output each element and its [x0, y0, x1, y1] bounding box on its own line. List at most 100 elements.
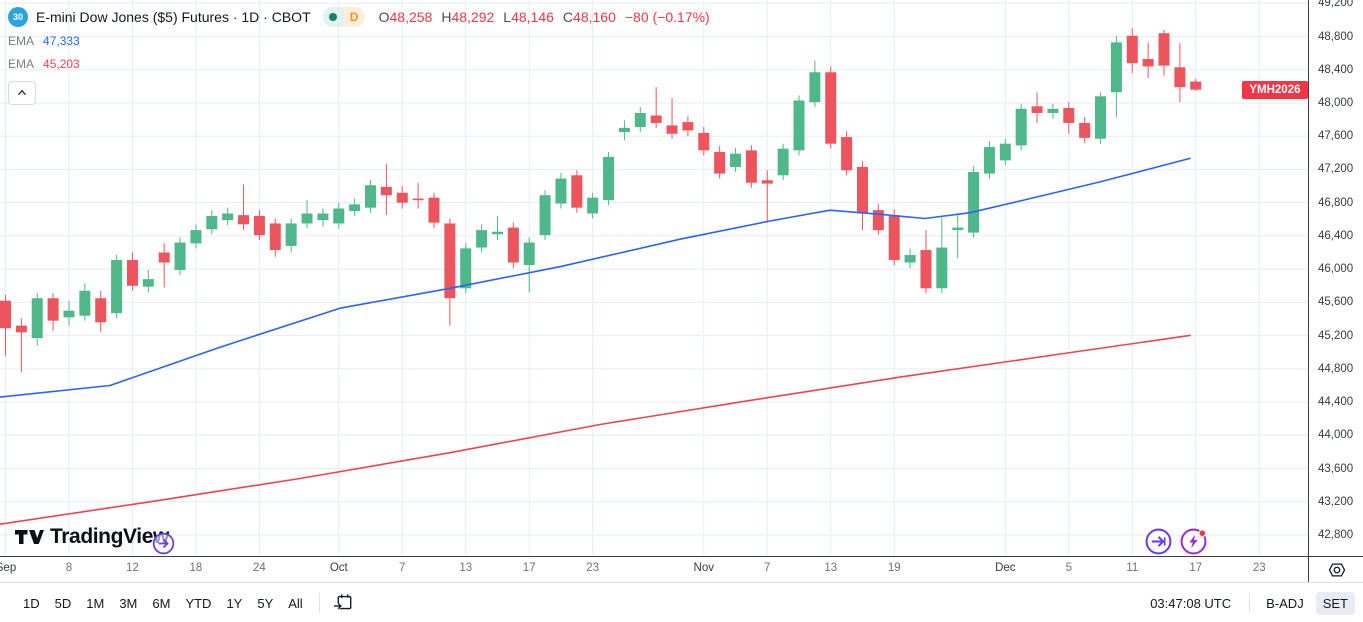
price-tick-label: 45,200 [1318, 329, 1354, 342]
time-tick-label: 17 [522, 562, 536, 574]
tradingview-attribution[interactable]: TradingView [14, 522, 169, 552]
candle-up [301, 213, 313, 224]
candle-down [650, 115, 662, 123]
candle-up [142, 279, 154, 287]
time-tick-label: Nov [693, 562, 714, 574]
candle-up [968, 171, 980, 233]
daily-interval-badge: D [343, 7, 365, 27]
candle-up [603, 156, 615, 201]
time-axis[interactable]: Sep 8 12 18 24 Oct 7 13 17 23 Nov 7 13 19 Dec 5 11 17 23 [0, 556, 1363, 583]
ohlc-readout: O48,258 H48,292 L48,146 C48,160 −80 (−0.… [379, 9, 710, 25]
candle-up [809, 72, 821, 103]
low-label: L [503, 9, 512, 25]
chart-canvas[interactable] [0, 0, 1308, 556]
price-scale-settings-button[interactable] [1308, 557, 1363, 582]
time-tick-label: Oct [329, 562, 348, 574]
candle-up [618, 127, 630, 133]
candle-up [587, 197, 599, 214]
symbol-title[interactable]: E-mini Dow Jones ($5) Futures · 1D · CBO… [36, 9, 311, 25]
collapse-legend-button[interactable] [8, 81, 36, 105]
tradingview-brand-text: TradingView [50, 525, 169, 548]
candle-down [872, 210, 884, 231]
time-tick-label: 19 [887, 562, 901, 574]
range-button-5y[interactable]: 5Y [257, 595, 274, 611]
time-tick-label: Dec [995, 562, 1016, 574]
candle-down [1031, 106, 1043, 113]
range-button-6m[interactable]: 6M [152, 595, 171, 611]
range-button-1y[interactable]: 1Y [226, 595, 243, 611]
candle-down [698, 132, 710, 151]
candle-up [317, 213, 329, 221]
candle-down [95, 298, 107, 323]
candle-down [428, 197, 440, 223]
market-status-pill[interactable]: D [322, 7, 365, 27]
back-adjust-toggle[interactable]: B-ADJ [1266, 595, 1304, 611]
candlestick-chart[interactable] [0, 0, 1308, 556]
candle-down [888, 215, 900, 261]
candle-up [983, 147, 995, 174]
price-tick-label: 47,600 [1318, 130, 1354, 143]
candle-up [31, 298, 43, 339]
range-button-1d[interactable]: 1D [23, 595, 40, 611]
time-tick-label: 7 [399, 562, 406, 574]
candle-down [761, 180, 773, 184]
goto-realtime-button[interactable] [1144, 527, 1173, 561]
candle-up [190, 230, 202, 244]
price-tick-label: 46,000 [1318, 263, 1354, 276]
date-range-buttons: 1D 5D 1M 3M 6M YTD 1Y 5Y All [16, 592, 311, 615]
contract-price-label: YMH2026 [1242, 80, 1308, 99]
time-tick-label: 24 [253, 562, 266, 574]
candle-up [222, 213, 234, 221]
candle-down [1174, 67, 1186, 88]
candle-up [111, 260, 123, 314]
candle-down [714, 152, 726, 174]
candle-up [365, 185, 377, 208]
candle-up [1095, 96, 1107, 139]
candle-down [253, 215, 265, 236]
price-tick-label: 48,800 [1318, 30, 1354, 43]
candle-down [126, 260, 138, 286]
range-button-ytd[interactable]: YTD [185, 595, 212, 611]
price-tick-label: 44,000 [1318, 429, 1354, 442]
price-tick-label: 46,400 [1318, 229, 1354, 242]
time-tick-label: Sep [0, 562, 17, 574]
candle-up [999, 143, 1011, 161]
price-scale-settings-icon [1328, 562, 1345, 577]
candle-up [1110, 42, 1122, 93]
symbol-logo[interactable]: 30 [8, 7, 28, 27]
candle-up [476, 230, 488, 248]
candle-up [349, 204, 361, 211]
settlement-toggle[interactable]: SET [1315, 591, 1355, 615]
open-value: 48,258 [389, 9, 433, 25]
time-tick-label: 17 [1189, 562, 1203, 574]
clock-timezone-button[interactable]: 03:47:08 UTC [1150, 595, 1232, 611]
toolbar-separator-right [1249, 593, 1251, 613]
close-label: C [562, 9, 574, 25]
range-button-1m[interactable]: 1M [86, 595, 105, 611]
time-tick-label: 11 [1126, 562, 1139, 574]
alerts-flash-button[interactable] [1179, 527, 1208, 561]
range-button-all[interactable]: All [288, 595, 303, 611]
candle-down [825, 72, 837, 144]
range-button-3m[interactable]: 3M [119, 595, 138, 611]
replay-button[interactable] [151, 531, 176, 561]
candle-down [1142, 58, 1154, 67]
candle-down [745, 150, 757, 183]
indicator-row-ema-slow[interactable]: EMA 45,203 [8, 52, 710, 75]
indicator-row-ema-fast[interactable]: EMA 47,333 [8, 29, 710, 52]
arrow-right-circle-icon [1145, 528, 1172, 555]
candle-up [730, 153, 742, 167]
ema-fast-value: 47,333 [43, 33, 80, 48]
goto-date-button[interactable] [328, 589, 358, 617]
price-tick-label: 44,400 [1318, 396, 1354, 409]
range-button-5d[interactable]: 5D [54, 595, 72, 611]
candle-down [269, 223, 281, 251]
candle-up [63, 310, 75, 318]
price-tick-label: 45,600 [1318, 296, 1354, 309]
price-axis[interactable]: 49,200 48,800 48,400 48,000 47,600 47,200 46,8… [1308, 0, 1363, 556]
open-label: O [378, 9, 390, 25]
candle-down [1158, 33, 1170, 66]
bottom-toolbar: 1D 5D 1M 3M 6M YTD 1Y 5Y All 03:47:08 UTC B-ADJ … [0, 582, 1363, 622]
candle-up [523, 242, 535, 265]
high-label: H [441, 9, 452, 25]
